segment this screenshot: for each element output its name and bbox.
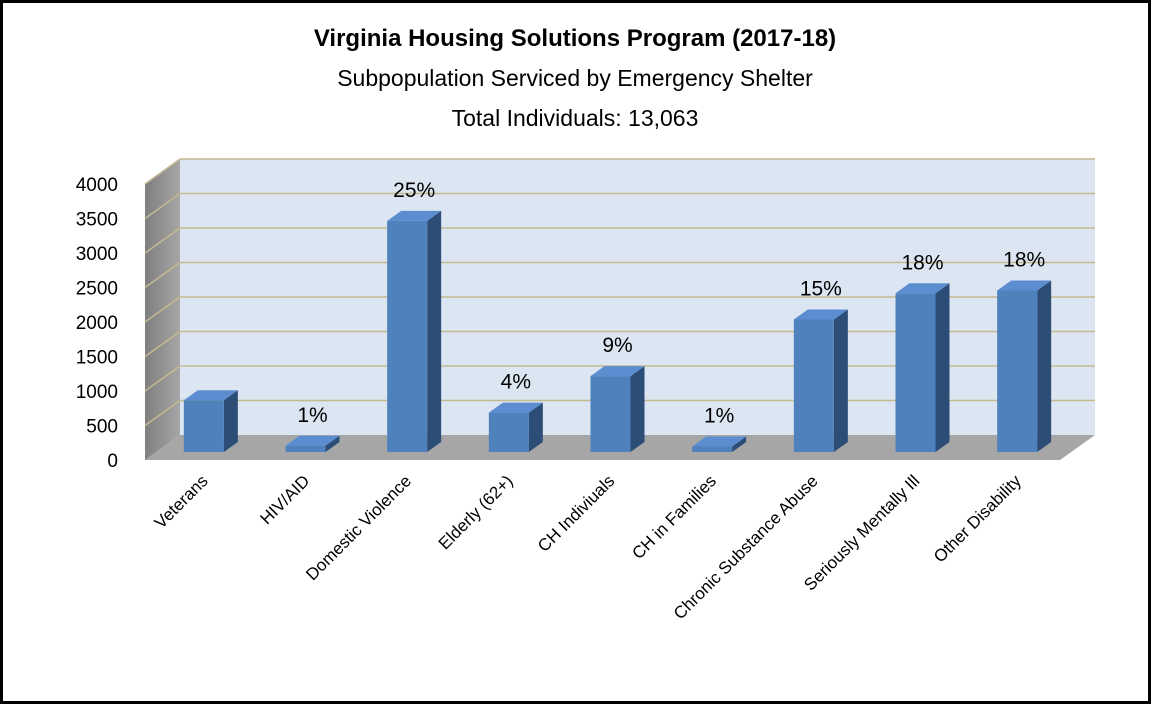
grid-line xyxy=(144,296,181,323)
grid-line xyxy=(144,227,181,254)
chart-subtitle: Subpopulation Serviced by Emergency Shel… xyxy=(337,65,813,91)
data-label: 1% xyxy=(704,404,734,427)
bar xyxy=(590,366,645,452)
bar xyxy=(692,436,747,452)
data-label: 9% xyxy=(602,334,632,357)
grid-line xyxy=(144,399,181,427)
y-tick-label: 2000 xyxy=(76,313,118,334)
chart-title: Virginia Housing Solutions Program (2017… xyxy=(314,25,836,52)
grid-line xyxy=(144,192,181,220)
grid-line xyxy=(144,330,181,358)
grid-line xyxy=(144,261,181,289)
grid-line xyxy=(144,158,181,185)
y-tick-label: 4000 xyxy=(76,175,118,196)
bar xyxy=(488,402,543,452)
data-label: 1% xyxy=(297,404,327,427)
y-tick-label: 3000 xyxy=(76,244,118,265)
y-tick-label: 500 xyxy=(86,417,118,438)
bar xyxy=(387,210,442,452)
bar xyxy=(183,390,238,452)
y-tick-label: 1500 xyxy=(76,348,118,369)
data-label: 25% xyxy=(393,179,435,202)
bar xyxy=(793,309,848,452)
bar xyxy=(285,435,340,452)
y-tick-label: 3500 xyxy=(76,210,118,231)
grid-line xyxy=(144,365,181,392)
data-label: 15% xyxy=(800,278,842,301)
y-tick-label: 1000 xyxy=(76,382,118,403)
annotation: Total Individuals: 13,063 xyxy=(452,105,699,131)
data-label: 4% xyxy=(501,371,531,394)
bar xyxy=(895,283,950,452)
bar xyxy=(997,280,1052,452)
data-label: 18% xyxy=(1003,249,1045,272)
y-tick-label: 2500 xyxy=(76,279,118,300)
y-tick-label: 0 xyxy=(107,451,118,472)
data-label: 18% xyxy=(901,251,943,274)
